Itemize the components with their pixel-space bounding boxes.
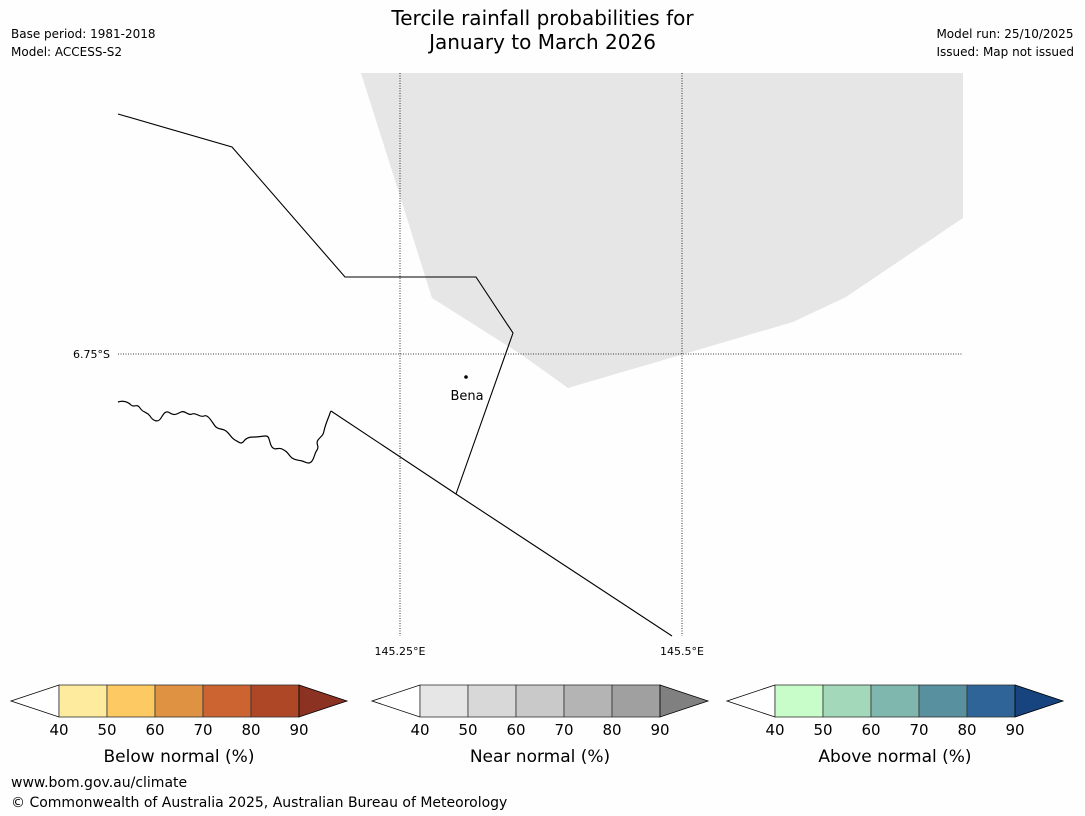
place-marker (464, 375, 468, 379)
shaded-region (361, 73, 963, 388)
place-label: Bena (450, 389, 483, 404)
legend-below-tick-60: 60 (145, 721, 164, 739)
legend-above-tick-60: 60 (861, 721, 880, 739)
lat-label: 6.75°S (73, 348, 110, 361)
legend-below-title: Below normal (%) (104, 747, 255, 767)
title-line-2: January to March 2026 (429, 30, 656, 54)
legend-above-upper-extend (1014, 684, 1065, 718)
title-line-1: Tercile rainfall probabilities for (391, 6, 694, 30)
legend-above-lower-extend (725, 684, 776, 718)
legend-above-segment-2 (870, 684, 920, 718)
base-period: Base period: 1981-2018 (11, 27, 156, 41)
legend-below-tick-90: 90 (289, 721, 308, 739)
legend-below-lower-extend (9, 684, 60, 718)
model-name: Model: ACCESS-S2 (11, 45, 123, 59)
legend-above-segment-3 (918, 684, 968, 718)
legend-near-segment-4 (611, 684, 661, 718)
legend-near-segment-0 (419, 684, 469, 718)
boundary-line-north (117, 113, 514, 495)
legend-below-tick-50: 50 (97, 721, 116, 739)
legend-near-upper-extend (659, 684, 710, 718)
legend-above-segment-0 (774, 684, 824, 718)
legend-above-tick-70: 70 (909, 721, 928, 739)
legend-above-tick-40: 40 (765, 721, 784, 739)
legend-group: 40 50 60 70 80 90 Below normal (%) 40 50 60 70 80 90… (9, 684, 1065, 767)
model-run: Model run: 25/10/2025 (936, 27, 1074, 41)
meta-right: Model run: 25/10/2025 Issued: Map not is… (936, 25, 1074, 61)
legend-near-tick-90: 90 (650, 721, 669, 739)
legend-below-segment-2 (154, 684, 204, 718)
lon-label-145-25: 145.25°E (375, 645, 426, 658)
legend-near-segment-3 (563, 684, 613, 718)
legend-above-segment-4 (966, 684, 1016, 718)
legend-below-segment-3 (202, 684, 252, 718)
map-title: Tercile rainfall probabilities for Janua… (0, 6, 1085, 54)
legend-near-tick-70: 70 (554, 721, 573, 739)
legend-below-segment-0 (58, 684, 108, 718)
footer-url[interactable]: www.bom.gov.au/climate (11, 775, 188, 791)
footer-copyright: © Commonwealth of Australia 2025, Austra… (11, 795, 508, 811)
legend-above-tick-90: 90 (1005, 721, 1024, 739)
legend-near-tick-40: 40 (410, 721, 429, 739)
legend-below-segment-1 (106, 684, 156, 718)
legend-above-title: Above normal (%) (818, 747, 971, 767)
legend-below-tick-40: 40 (49, 721, 68, 739)
legend-near-segment-1 (467, 684, 517, 718)
legend-below-tick-70: 70 (193, 721, 212, 739)
legend-near-segment-2 (515, 684, 565, 718)
legend-above-segment-1 (822, 684, 872, 718)
legend-above-tick-50: 50 (813, 721, 832, 739)
legend-below-tick-80: 80 (241, 721, 260, 739)
meta-left: Base period: 1981-2018 Model: ACCESS-S2 (11, 25, 156, 61)
river-line (117, 400, 332, 464)
lon-label-145-5: 145.5°E (660, 645, 704, 658)
legend-near-lower-extend (370, 684, 421, 718)
legend-near-title: Near normal (%) (470, 747, 610, 767)
legend-near-tick-80: 80 (602, 721, 621, 739)
boundary-line-south (330, 410, 673, 637)
legend-near-tick-60: 60 (506, 721, 525, 739)
issued-status: Issued: Map not issued (936, 45, 1074, 59)
legend-above-tick-80: 80 (957, 721, 976, 739)
legend-near-tick-50: 50 (458, 721, 477, 739)
legend-below-upper-extend (298, 684, 349, 718)
legend-below-segment-4 (250, 684, 300, 718)
